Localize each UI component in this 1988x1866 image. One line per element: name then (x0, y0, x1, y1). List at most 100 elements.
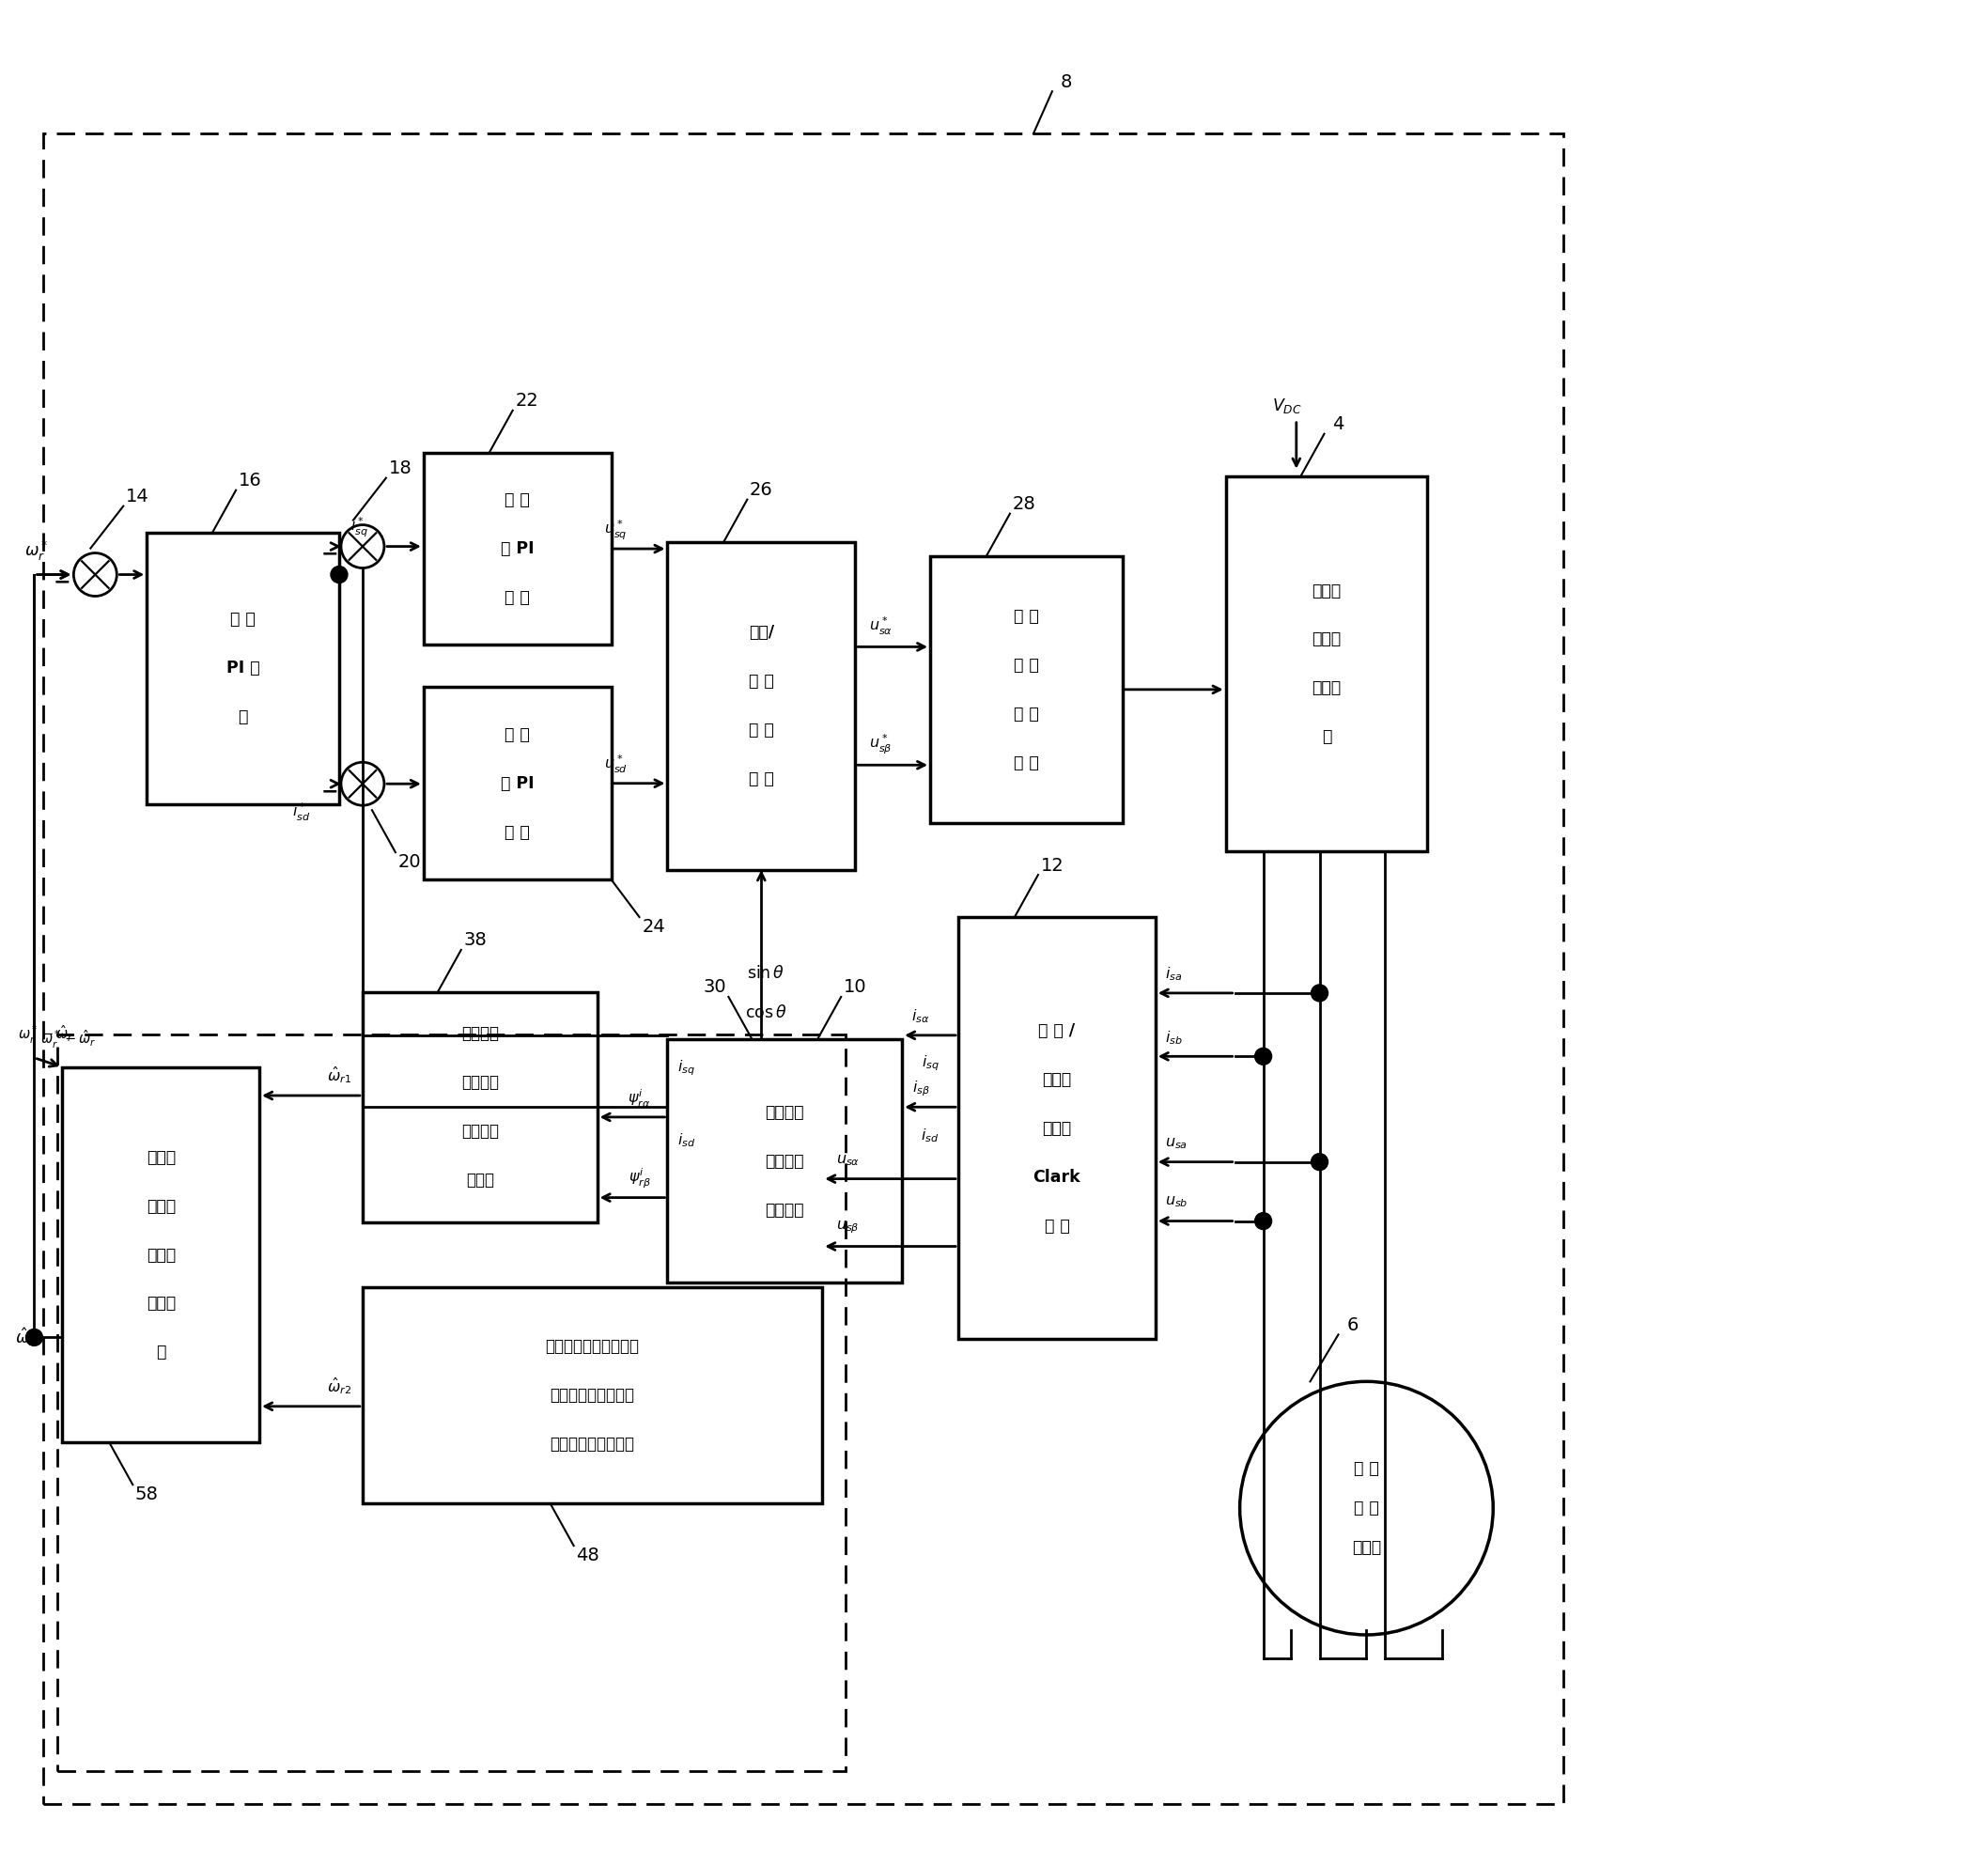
Text: 转差频率: 转差频率 (461, 1075, 499, 1092)
Bar (58, 1034, 845, 1771)
Text: PI 控: PI 控 (227, 661, 260, 677)
Text: $\omega_r^*$: $\omega_r^*$ (24, 539, 50, 564)
Text: $\psi_{r\beta}^i$: $\psi_{r\beta}^i$ (628, 1166, 650, 1191)
Text: 脉 宽: 脉 宽 (1014, 705, 1040, 722)
Text: 12: 12 (1040, 856, 1064, 875)
Text: $i_{sq}^*$: $i_{sq}^*$ (350, 515, 368, 539)
Text: 旋转/: 旋转/ (749, 625, 773, 642)
Text: $i_{sd}$: $i_{sd}$ (920, 1127, 938, 1144)
Bar (668, 1039, 903, 1284)
Text: 空 间: 空 间 (1014, 608, 1040, 625)
Bar (362, 993, 596, 1222)
Text: 26: 26 (749, 481, 773, 498)
Text: $u_{sq}^*$: $u_{sq}^*$ (604, 519, 628, 541)
Text: 率电压: 率电压 (1312, 631, 1342, 648)
Text: 28: 28 (1012, 494, 1036, 513)
Text: −: − (54, 573, 72, 592)
Text: $i_{sq}$: $i_{sq}$ (920, 1054, 938, 1073)
Text: 低速段：: 低速段： (461, 1026, 499, 1043)
Text: 18: 18 (388, 459, 412, 478)
Text: $i_{s\beta}$: $i_{s\beta}$ (912, 1079, 930, 1097)
Text: $u_{s\alpha}$: $u_{s\alpha}$ (837, 1153, 861, 1168)
Text: 制: 制 (239, 709, 248, 726)
Text: −: − (320, 545, 338, 564)
Text: 8: 8 (1060, 73, 1072, 91)
Text: 源逆变: 源逆变 (1312, 679, 1342, 696)
Text: 和滤波: 和滤波 (465, 1172, 493, 1189)
Text: 24: 24 (642, 918, 666, 935)
Bar (62, 1067, 258, 1442)
Text: 制: 制 (155, 1344, 165, 1360)
Text: 转速辨识: 转速辨识 (461, 1123, 499, 1140)
Text: $V_{DC}$: $V_{DC}$ (1272, 396, 1302, 414)
Text: 10: 10 (843, 978, 867, 996)
Text: 矢 量: 矢 量 (1014, 657, 1040, 674)
Text: $u_{s\beta}^*$: $u_{s\beta}^*$ (869, 733, 893, 756)
Text: $u_{sd}^*$: $u_{sd}^*$ (604, 754, 628, 776)
Text: $u_{s\beta}$: $u_{s\beta}$ (837, 1218, 859, 1235)
Text: 变 换: 变 换 (1044, 1217, 1070, 1233)
Bar (44, 134, 1563, 1804)
Text: 三相功: 三相功 (1312, 582, 1342, 599)
Text: 电 流: 电 流 (505, 726, 531, 743)
Text: 异 步: 异 步 (1354, 1500, 1380, 1517)
Text: 58: 58 (135, 1485, 159, 1502)
Text: 坐 标: 坐 标 (749, 722, 773, 739)
Text: 三 相 /: 三 相 / (1038, 1023, 1076, 1039)
Text: $i_{sa}$: $i_{sa}$ (1165, 965, 1183, 983)
Bar (423, 453, 610, 646)
Text: 速 度: 速 度 (231, 612, 256, 629)
Text: 38: 38 (463, 931, 487, 950)
Text: 换的转: 换的转 (147, 1198, 175, 1215)
Text: $u_{s\alpha}^*$: $u_{s\alpha}^*$ (869, 616, 893, 636)
Bar (1227, 476, 1427, 851)
Text: 高速段：基于磁化电流: 高速段：基于磁化电流 (545, 1338, 640, 1355)
Circle shape (1312, 1153, 1328, 1170)
Text: 48: 48 (577, 1547, 600, 1564)
Text: 电 流: 电 流 (505, 491, 531, 508)
Text: 控 制: 控 制 (505, 823, 531, 840)
Text: $\sin\theta$: $\sin\theta$ (747, 965, 785, 982)
Text: $i_{s\alpha}$: $i_{s\alpha}$ (912, 1008, 930, 1024)
Text: 平滑切: 平滑切 (147, 1149, 175, 1166)
Circle shape (1254, 1213, 1272, 1230)
Text: $\omega_r^*-\hat{\omega}_r$: $\omega_r^*-\hat{\omega}_r$ (42, 1028, 97, 1051)
Bar (958, 916, 1155, 1340)
Text: 变 换: 变 换 (749, 771, 773, 787)
Text: 固 定: 固 定 (749, 674, 773, 690)
Text: $i_{sb}$: $i_{sb}$ (1165, 1028, 1183, 1047)
Circle shape (330, 565, 348, 582)
Text: $\cos\theta$: $\cos\theta$ (746, 1004, 787, 1021)
Circle shape (1312, 985, 1328, 1002)
Text: $\psi_{r\alpha}^i$: $\psi_{r\alpha}^i$ (628, 1088, 650, 1108)
Text: 无功功率的模型参考: 无功功率的模型参考 (551, 1386, 634, 1403)
Circle shape (26, 1329, 42, 1345)
Text: $i_{sd}$: $i_{sd}$ (678, 1131, 696, 1149)
Bar (147, 532, 340, 804)
Text: 14: 14 (125, 487, 149, 506)
Text: $\omega_r^*-\hat{\omega}_r$: $\omega_r^*-\hat{\omega}_r$ (18, 1023, 74, 1045)
Text: $\hat{\omega}_{r1}$: $\hat{\omega}_{r1}$ (326, 1065, 352, 1086)
Text: 6: 6 (1346, 1316, 1358, 1334)
Text: $\hat{\omega}_r$: $\hat{\omega}_r$ (16, 1327, 36, 1349)
Bar (668, 541, 855, 870)
Text: 环 PI: 环 PI (501, 774, 535, 791)
Text: 电动机: 电动机 (1352, 1539, 1382, 1556)
Text: $i_{sq}$: $i_{sq}$ (678, 1058, 696, 1079)
Text: 16: 16 (239, 472, 262, 489)
Text: 止坐标: 止坐标 (1042, 1120, 1072, 1136)
Text: 复合控: 复合控 (147, 1295, 175, 1312)
Text: 调 制: 调 制 (1014, 754, 1040, 771)
Circle shape (1254, 1049, 1272, 1065)
Text: 两相静: 两相静 (1042, 1071, 1072, 1088)
Bar (362, 1288, 823, 1504)
Text: 20: 20 (398, 853, 421, 871)
Text: 模糊自适应转速辨识: 模糊自适应转速辨识 (551, 1437, 634, 1454)
Text: 控 制: 控 制 (505, 590, 531, 606)
Text: 速辨识: 速辨识 (147, 1246, 175, 1263)
Text: 模型转子: 模型转子 (765, 1153, 805, 1170)
Text: $u_{sb}$: $u_{sb}$ (1165, 1194, 1187, 1209)
Bar (423, 687, 610, 879)
Text: 器: 器 (1322, 728, 1332, 745)
Text: 磁链观测: 磁链观测 (765, 1202, 805, 1218)
